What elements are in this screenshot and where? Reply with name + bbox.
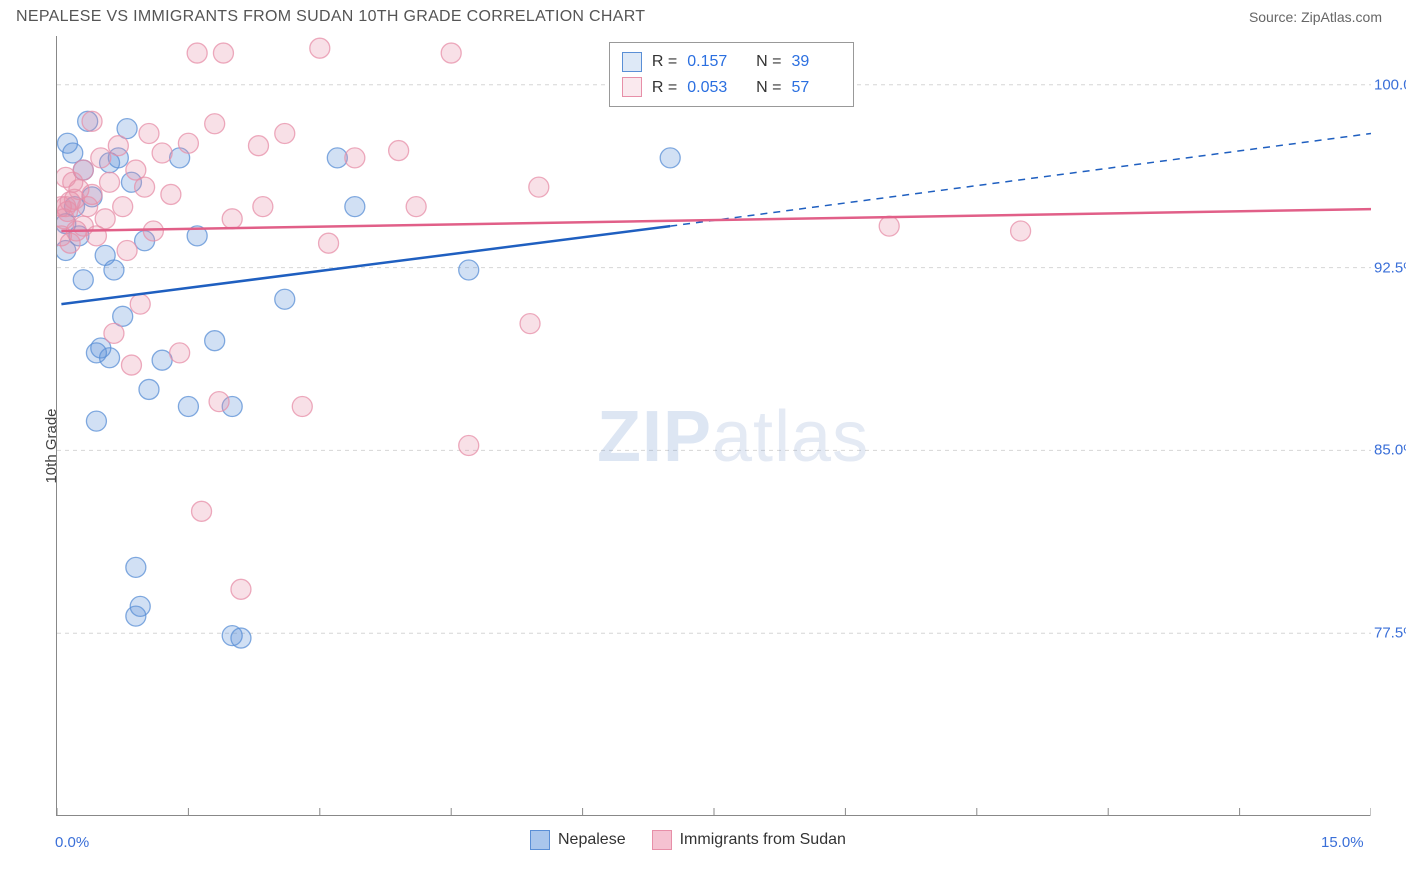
chart-plot-area: ZIPatlas R = 0.157 N = 39R = 0.053 N = 5… [56, 36, 1370, 816]
y-tick-label: 92.5% [1364, 259, 1406, 276]
chart-header: NEPALESE VS IMMIGRANTS FROM SUDAN 10TH G… [0, 0, 1406, 32]
x-tick-label: 0.0% [55, 834, 89, 851]
chart-source: Source: ZipAtlas.com [1249, 9, 1382, 25]
y-tick-label: 85.0% [1364, 442, 1406, 459]
y-tick-label: 100.0% [1364, 76, 1406, 93]
correlation-legend: R = 0.157 N = 39R = 0.053 N = 57 [609, 42, 855, 107]
legend-item: Immigrants from Sudan [652, 830, 846, 850]
n-value: 57 [791, 75, 841, 101]
legend-label: Immigrants from Sudan [680, 831, 846, 849]
r-label: R = [652, 75, 677, 101]
y-axis-label: 10th Grade [43, 408, 60, 483]
legend-row: R = 0.053 N = 57 [622, 75, 842, 101]
legend-swatch [530, 830, 550, 850]
legend-swatch [622, 52, 642, 72]
r-label: R = [652, 49, 677, 75]
legend-swatch [622, 77, 642, 97]
series-legend: Nepalese Immigrants from Sudan [530, 830, 846, 850]
n-label: N = [747, 49, 781, 75]
x-tick-label: 15.0% [1321, 834, 1364, 851]
y-tick-label: 77.5% [1364, 625, 1406, 642]
n-value: 39 [791, 49, 841, 75]
r-value: 0.053 [687, 75, 737, 101]
legend-swatch [652, 830, 672, 850]
n-label: N = [747, 75, 781, 101]
legend-label: Nepalese [558, 831, 626, 849]
chart-title: NEPALESE VS IMMIGRANTS FROM SUDAN 10TH G… [16, 8, 645, 26]
r-value: 0.157 [687, 49, 737, 75]
legend-row: R = 0.157 N = 39 [622, 49, 842, 75]
legend-item: Nepalese [530, 830, 626, 850]
scatter-chart-svg [57, 36, 1371, 816]
